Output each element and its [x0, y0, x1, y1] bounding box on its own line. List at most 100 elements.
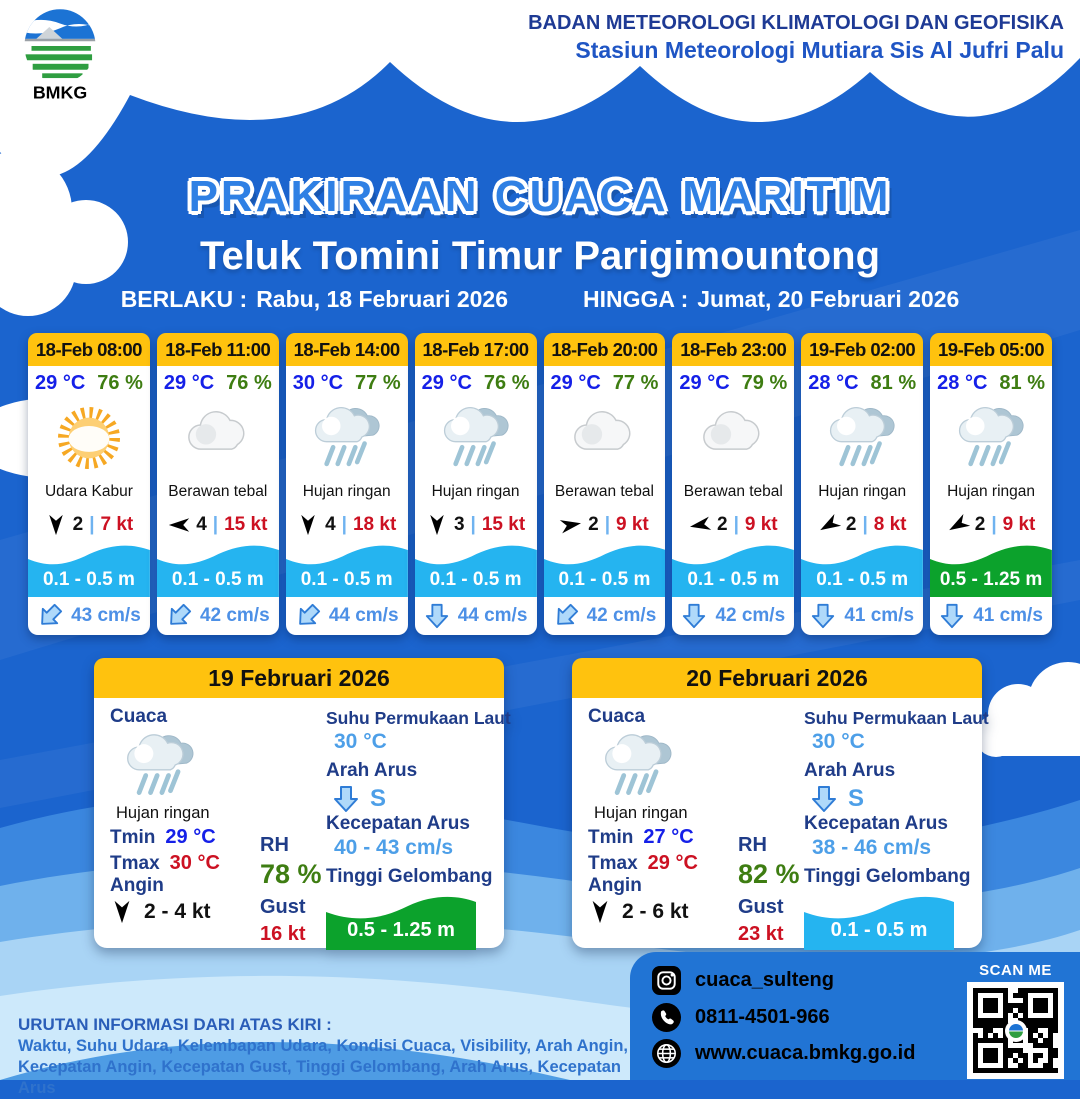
instagram-row[interactable]: cuaca_sulteng [652, 966, 967, 995]
wind-row: 2 | 7 kt [28, 508, 150, 541]
tmax-value: 30 °C [169, 852, 220, 874]
wind-label: Angin [588, 875, 642, 896]
qr-center-logo [1004, 1019, 1027, 1042]
current-direction-label: Arah Arus [804, 760, 896, 781]
weather-icon [544, 400, 666, 476]
wind-row: 2 | 9 kt [672, 508, 794, 541]
forecast-time: 18-Feb 11:00 [156, 333, 279, 366]
weather-icon [157, 400, 279, 476]
sst-label: Suhu Permukaan Laut [804, 708, 989, 728]
current-direction-icon [547, 598, 584, 635]
wind-beaufort: 4 [325, 513, 336, 535]
wave-height-band: 0.1 - 0.5 m [543, 541, 666, 597]
tmin-value: 27 °C [643, 826, 694, 848]
forecast-time: 19-Feb 05:00 [930, 333, 1052, 366]
wind-direction-icon [814, 509, 844, 539]
current-speed-value: 38 - 46 cm/s [812, 836, 932, 859]
wind-speed: 15 kt [224, 513, 268, 535]
temps-row: 29 °C 76 % [28, 372, 150, 400]
wind-label: Angin [110, 875, 164, 896]
relative-humidity: 76 % [226, 372, 272, 394]
forecast-card-body: 29 °C 79 % Berawan tebal 2 | 9 kt 0.1 - … [672, 366, 795, 635]
tmax-label: Tmax [588, 852, 638, 874]
phone-icon [652, 1002, 681, 1032]
weather-label: Cuaca [110, 706, 168, 727]
relative-humidity: 79 % [741, 372, 788, 394]
phone-row[interactable]: 0811-4501-966 [652, 1002, 967, 1032]
forecast-time: 18-Feb 20:00 [543, 333, 666, 366]
current-speed: 42 cm/s [586, 605, 657, 626]
current-direction-icon [161, 598, 198, 635]
forecast-card: 18-Feb 11:00 29 °C 76 % Berawan tebal 4 … [156, 333, 279, 635]
forecast-card-body: 29 °C 76 % Berawan tebal 4 | 15 kt 0.1 -… [156, 366, 279, 635]
contact-list: cuaca_sulteng 0811-4501-966 www.cuaca.bm… [652, 962, 967, 1072]
website-row[interactable]: www.cuaca.bmkg.go.id [652, 1039, 967, 1068]
current-direction-icon [289, 598, 326, 635]
wave-crest-shape [414, 545, 537, 597]
weather-icon [286, 400, 408, 476]
wind-separator: | [862, 513, 868, 535]
current-row: 44 cm/s [415, 597, 537, 635]
sst-value: 30 °C [334, 730, 387, 753]
temps-row: 29 °C 77 % [544, 372, 666, 400]
rh-label: RH [260, 834, 289, 856]
wind-beaufort: 4 [196, 513, 207, 535]
instagram-handle: cuaca_sulteng [695, 969, 834, 991]
current-speed-label: Kecepatan Arus [326, 813, 470, 834]
forecast-card: 19-Feb 02:00 28 °C 81 % Hujan ringan 2 |… [801, 333, 924, 635]
wave-label: Tinggi Gelombang [326, 866, 493, 887]
wind-speed: 18 kt [352, 513, 397, 535]
current-direction-value: S [370, 785, 387, 812]
weather-icon [415, 400, 537, 476]
current-row: 42 cm/s [157, 597, 279, 635]
forecast-card-body: 28 °C 81 % Hujan ringan 2 | 8 kt 0.1 - 0… [801, 366, 924, 635]
qr-section: SCAN ME [967, 962, 1064, 1079]
wind-range: 2 - 6 kt [622, 900, 689, 923]
weather-condition: Hujan ringan [431, 483, 520, 500]
instagram-icon [652, 966, 681, 995]
air-temperature: 30 °C [292, 372, 344, 394]
current-speed-label: Kecepatan Arus [804, 813, 948, 834]
forecast-card-body: 29 °C 76 % Hujan ringan 3 | 15 kt 0.1 - … [414, 366, 537, 635]
daily-card: 20 Februari 2026 Cuaca Hujan ringan Tmin… [572, 658, 989, 950]
hourly-forecast-row: 18-Feb 08:00 29 °C 76 % Udara Kabur 2 | … [28, 333, 1052, 635]
wave-height: 0.1 - 0.5 m [42, 569, 135, 590]
wind-direction-icon [426, 514, 448, 536]
air-temperature: 28 °C [808, 372, 859, 394]
wave-height-badge: 0.1 - 0.5 m [804, 892, 954, 950]
current-speed: 44 cm/s [457, 605, 528, 626]
forecast-card-body: 30 °C 77 % Hujan ringan 4 | 18 kt 0.1 - … [285, 366, 408, 635]
forecast-card: 19-Feb 05:00 28 °C 81 % Hujan ringan 2 |… [930, 333, 1052, 635]
temps-row: 29 °C 76 % [415, 372, 537, 400]
wave-height-band: 0.1 - 0.5 m [28, 541, 150, 597]
gust-label: Gust [260, 896, 306, 918]
qr-code[interactable] [967, 982, 1064, 1079]
temps-row: 29 °C 76 % [157, 372, 279, 400]
wind-beaufort: 3 [453, 513, 465, 535]
wind-direction-icon [558, 512, 583, 537]
weather-condition: Hujan ringan [594, 804, 688, 822]
daily-card-body: Cuaca Hujan ringan Tmin 27 °C Tmax 29 °C… [572, 698, 989, 950]
wind-row: 2 | 9 kt [544, 508, 666, 541]
air-temperature: 28 °C [937, 372, 988, 394]
wind-beaufort: 2 [72, 513, 84, 535]
valid-from-date: Rabu, 18 Februari 2026 [256, 286, 509, 312]
current-direction-icon [939, 603, 965, 629]
daily-weather-column: Cuaca Hujan ringan Tmin 27 °C Tmax 29 °C… [588, 706, 738, 950]
wind-separator: | [991, 513, 997, 535]
daily-date: 20 Februari 2026 [572, 658, 982, 698]
wind-row: 2 | 9 kt [930, 508, 1052, 541]
wind-beaufort: 2 [845, 513, 857, 535]
phone-number: 0811-4501-966 [695, 1005, 830, 1028]
current-direction-icon [32, 598, 69, 635]
rh-label: RH [738, 834, 767, 856]
forecast-card: 18-Feb 20:00 29 °C 77 % Berawan tebal 2 … [543, 333, 666, 635]
current-row: 42 cm/s [672, 597, 794, 635]
forecast-card-body: 29 °C 76 % Udara Kabur 2 | 7 kt 0.1 - 0.… [28, 366, 150, 635]
wind-separator: | [470, 513, 476, 535]
wave-crest-shape [801, 545, 924, 597]
wave-height: 0.1 - 0.5 m [300, 569, 393, 590]
air-temperature: 29 °C [679, 372, 730, 394]
info-legend-title: URUTAN INFORMASI DARI ATAS KIRI : [18, 1015, 332, 1034]
relative-humidity: 76 % [483, 372, 530, 394]
